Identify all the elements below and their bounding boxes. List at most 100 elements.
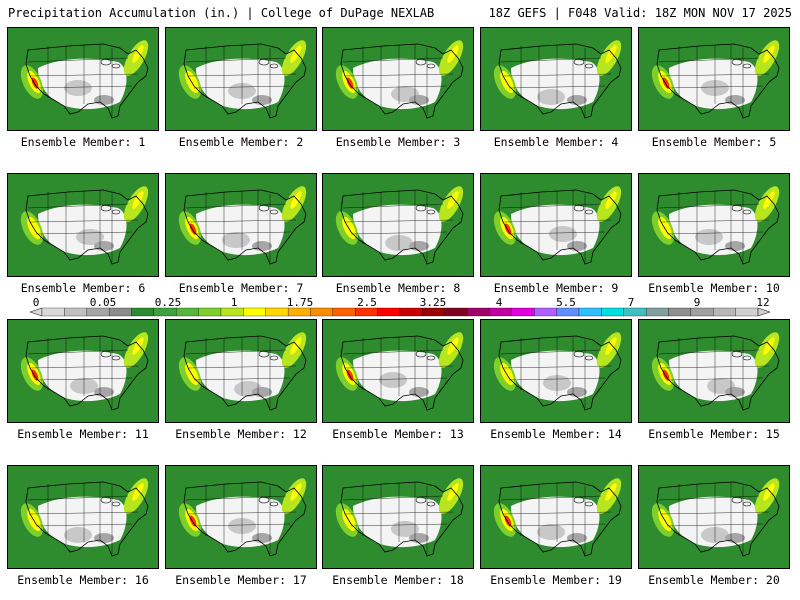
ensemble-member-label: Ensemble Member: 17 [175,573,307,587]
colorbar-segment [377,307,401,317]
colorbar-segment [131,307,155,317]
precip-map [166,320,316,422]
precip-map [323,320,473,422]
precip-map [8,174,158,276]
colorbar-segment [601,307,624,317]
ensemble-map-panel [322,173,474,277]
ensemble-member-label: Ensemble Member: 19 [490,573,622,587]
ensemble-map-panel [638,465,790,569]
precip-map [639,466,789,568]
precip-map [166,466,316,568]
colorbar-segment [64,307,87,317]
colorbar-segment [86,307,110,317]
valid-time: 18Z GEFS | F048 Valid: 18Z MON NOV 17 20… [488,6,792,20]
ensemble-member-label: Ensemble Member: 10 [648,281,780,295]
ensemble-member-label: Ensemble Member: 12 [175,427,307,441]
ensemble-member-label: Ensemble Member: 5 [651,135,777,149]
colorbar-segment [176,307,199,317]
ensemble-member-label: Ensemble Member: 16 [17,573,149,587]
colorbar-segment [399,307,423,317]
colorbar-tick-label: 0 [32,296,40,309]
precip-map [166,28,316,130]
ensemble-member-label: Ensemble Member: 18 [332,573,464,587]
precip-map [481,28,631,130]
ensemble-map-panel [7,27,159,131]
colorbar: 0 0.05 0.25 1 1.75 2.5 3.25 4 5.5 7 9 12 [0,296,800,320]
ensemble-map-panel [165,465,317,569]
precip-map [8,466,158,568]
ensemble-map-panel [322,27,474,131]
precip-map [481,174,631,276]
colorbar-segment [198,307,222,317]
colorbar-segment [489,307,513,317]
colorbar-segment [153,307,177,317]
precip-map [639,174,789,276]
precip-map [323,28,473,130]
colorbar-segment [41,307,65,317]
colorbar-segment [690,307,714,317]
colorbar-segment [108,307,132,317]
precip-map [323,174,473,276]
ensemble-map-panel [165,27,317,131]
precip-map [639,320,789,422]
colorbar-segment [444,307,468,317]
precip-map [166,174,316,276]
ensemble-map-panel [480,27,632,131]
ensemble-map-panel [480,465,632,569]
colorbar-right-arrow [757,307,771,317]
colorbar-segment [332,307,356,317]
ensemble-map-panel [638,173,790,277]
ensemble-map-panel [638,27,790,131]
colorbar-segment [556,307,580,317]
colorbar-tick-label: 7 [627,296,635,309]
ensemble-member-label: Ensemble Member: 13 [332,427,464,441]
colorbar-segment [511,307,535,317]
ensemble-map-panel [165,173,317,277]
colorbar-tick-label: 4 [495,296,503,309]
colorbar-tick-label: 5.5 [556,296,576,309]
ensemble-map-panel [638,319,790,423]
colorbar-segment [355,307,378,317]
ensemble-map-panel [165,319,317,423]
colorbar-tick-label: 3.25 [419,296,447,309]
ensemble-member-label: Ensemble Member: 9 [493,281,619,295]
ensemble-map-panel [7,465,159,569]
ensemble-member-label: Ensemble Member: 6 [20,281,146,295]
ensemble-map-panel [7,173,159,277]
ensemble-map-panel [322,465,474,569]
colorbar-tick-label: 0.05 [89,296,117,309]
chart-title: Precipitation Accumulation (in.) | Colle… [8,6,435,20]
ensemble-member-label: Ensemble Member: 7 [178,281,304,295]
colorbar-segment [422,307,445,317]
ensemble-member-label: Ensemble Member: 3 [335,135,461,149]
colorbar-segment [265,307,289,317]
ensemble-member-label: Ensemble Member: 11 [17,427,149,441]
colorbar-segment [287,307,311,317]
colorbar-tick-label: 0.25 [154,296,182,309]
colorbar-segment [645,307,669,317]
ensemble-member-label: Ensemble Member: 20 [648,573,780,587]
ensemble-member-label: Ensemble Member: 2 [178,135,304,149]
ensemble-map-panel [322,319,474,423]
ensemble-map-panel [7,319,159,423]
precip-map [8,28,158,130]
colorbar-segment [220,307,244,317]
precip-map [639,28,789,130]
colorbar-tick-label: 1 [230,296,238,309]
colorbar-tick-label: 1.75 [286,296,314,309]
ensemble-member-label: Ensemble Member: 1 [20,135,146,149]
ensemble-member-label: Ensemble Member: 14 [490,427,622,441]
colorbar-segment [310,307,334,317]
colorbar-segment [243,307,266,317]
colorbar-left-arrow [29,307,43,317]
colorbar-tick-label: 12 [756,296,770,309]
colorbar-segment [735,307,759,317]
colorbar-segment [578,307,602,317]
colorbar-segment [713,307,736,317]
ensemble-member-label: Ensemble Member: 15 [648,427,780,441]
precip-map [323,466,473,568]
precip-map [481,466,631,568]
ensemble-map-panel [480,319,632,423]
colorbar-segment [623,307,647,317]
colorbar-scale [29,307,771,317]
